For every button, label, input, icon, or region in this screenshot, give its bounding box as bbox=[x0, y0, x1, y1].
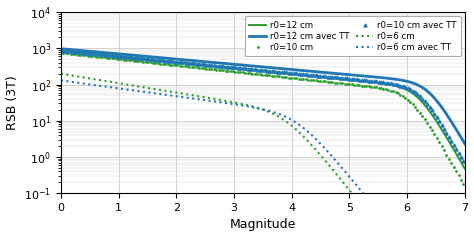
r0=6 cm bbox=[79, 76, 84, 78]
r0=12 cm avec TT bbox=[255, 65, 260, 68]
r0=6 cm bbox=[58, 72, 64, 75]
r0=12 cm bbox=[450, 147, 456, 150]
r0=10 cm avec TT bbox=[201, 63, 207, 66]
r0=12 cm bbox=[79, 51, 84, 54]
r0=12 cm bbox=[244, 68, 249, 71]
r0=12 cm avec TT bbox=[450, 123, 456, 126]
r0=10 cm avec TT bbox=[114, 55, 119, 57]
r0=10 cm avec TT bbox=[259, 69, 265, 72]
r0=12 cm avec TT bbox=[79, 49, 84, 52]
r0=10 cm bbox=[461, 182, 466, 185]
Line: r0=12 cm: r0=12 cm bbox=[61, 50, 465, 169]
r0=10 cm avec TT bbox=[322, 75, 328, 78]
r0=12 cm avec TT bbox=[376, 76, 382, 79]
r0=10 cm bbox=[264, 74, 270, 77]
r0=6 cm avec TT bbox=[79, 82, 84, 85]
r0=10 cm bbox=[111, 57, 117, 60]
r0=10 cm avec TT bbox=[111, 54, 117, 57]
r0=12 cm bbox=[462, 167, 468, 170]
r0=12 cm avec TT bbox=[58, 47, 64, 50]
r0=10 cm bbox=[58, 51, 64, 54]
r0=12 cm bbox=[376, 82, 382, 84]
r0=6 cm avec TT bbox=[255, 107, 260, 109]
r0=12 cm avec TT bbox=[450, 123, 456, 126]
r0=6 cm avec TT bbox=[244, 105, 249, 108]
r0=10 cm bbox=[322, 80, 328, 83]
Line: r0=10 cm: r0=10 cm bbox=[59, 51, 465, 185]
Line: r0=12 cm avec TT: r0=12 cm avec TT bbox=[61, 49, 465, 144]
r0=6 cm bbox=[376, 226, 382, 228]
Line: r0=6 cm avec TT: r0=6 cm avec TT bbox=[61, 80, 465, 237]
r0=12 cm bbox=[58, 49, 64, 52]
r0=10 cm bbox=[114, 57, 119, 60]
r0=10 cm avec TT bbox=[58, 49, 64, 52]
r0=6 cm avec TT bbox=[58, 79, 64, 82]
r0=10 cm bbox=[259, 73, 265, 76]
r0=12 cm bbox=[450, 147, 456, 150]
r0=12 cm avec TT bbox=[462, 142, 468, 145]
r0=12 cm avec TT bbox=[244, 64, 249, 67]
Line: r0=10 cm avec TT: r0=10 cm avec TT bbox=[59, 49, 465, 163]
r0=6 cm bbox=[244, 104, 249, 106]
r0=6 cm bbox=[255, 106, 260, 109]
Y-axis label: RSB (3T): RSB (3T) bbox=[6, 75, 18, 130]
r0=10 cm bbox=[201, 67, 207, 70]
Line: r0=6 cm: r0=6 cm bbox=[61, 74, 465, 237]
Legend: r0=12 cm, r0=12 cm avec TT, r0=10 cm, r0=10 cm avec TT, r0=6 cm, r0=6 cm avec TT: r0=12 cm, r0=12 cm avec TT, r0=10 cm, r0… bbox=[245, 16, 461, 56]
r0=10 cm avec TT bbox=[264, 69, 270, 72]
r0=10 cm avec TT bbox=[461, 160, 466, 163]
r0=6 cm avec TT bbox=[376, 211, 382, 214]
X-axis label: Magnitude: Magnitude bbox=[230, 219, 296, 232]
r0=12 cm bbox=[255, 69, 260, 72]
